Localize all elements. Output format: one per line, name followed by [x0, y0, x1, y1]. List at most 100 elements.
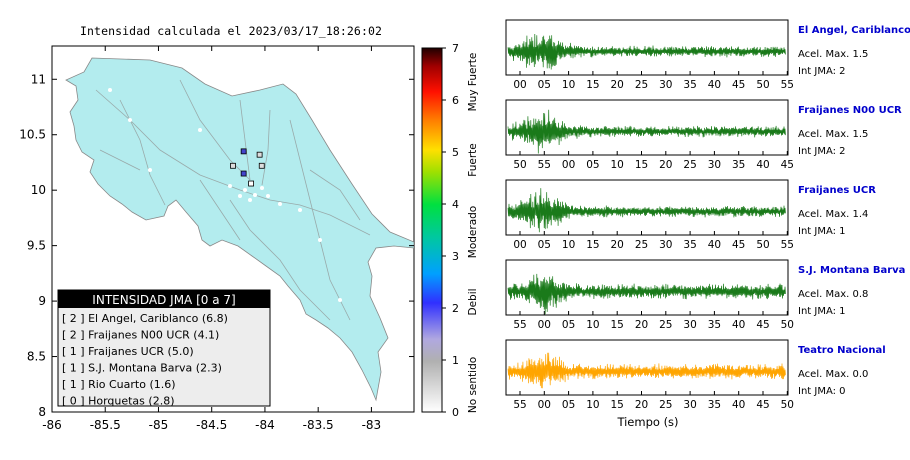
acel-max-label: Acel. Max. 1.5 — [798, 129, 868, 140]
colorbar-tick-label: 0 — [452, 406, 459, 419]
trace-tick-label: 45 — [732, 79, 745, 91]
trace-tick-label: 40 — [708, 239, 721, 251]
x-tick-label: -84 — [255, 418, 275, 432]
legend-item: [ 1 ] Fraijanes UCR (5.0) — [62, 345, 194, 358]
jma-label: Int JMA: 2 — [798, 146, 846, 157]
station-marker — [256, 151, 263, 158]
traces-xlabel: Tiempo (s) — [616, 415, 678, 429]
trace-tick-label: 35 — [683, 239, 696, 251]
acel-max-label: Acel. Max. 0.8 — [798, 289, 868, 300]
jma-label: Int JMA: 1 — [798, 306, 846, 317]
legend-item: [ 1 ] S.J. Montana Barva (2.3) — [62, 362, 222, 375]
colorbar: 0 1 2 3 4 5 6 7 No sentido Debil Moderado Fuerte Mu… — [421, 42, 479, 419]
trace-tick-label: 40 — [756, 159, 769, 171]
trace-tick-label: 05 — [538, 79, 551, 91]
trace-tick-label: 50 — [513, 159, 526, 171]
trace-tick-label: 15 — [586, 239, 599, 251]
trace-tick-label: 50 — [781, 399, 794, 411]
trace-tick-label: 55 — [513, 399, 526, 411]
y-tick-label: 8 — [38, 405, 46, 419]
trace-tick-label: 30 — [683, 319, 696, 331]
waveform-line — [507, 33, 786, 70]
legend-item: [ 2 ] Fraijanes N00 UCR (4.1) — [62, 329, 219, 342]
legend-item: [ 2 ] El Angel, Cariblanco (6.8) — [62, 312, 228, 325]
x-tick-label: -86 — [42, 418, 62, 432]
colorbar-tick-label: 5 — [452, 146, 459, 159]
trace-tick-label: 25 — [659, 399, 672, 411]
trace-tick-label: 25 — [683, 159, 696, 171]
trace-tick-label: 20 — [659, 159, 672, 171]
trace-tick-label: 25 — [635, 79, 648, 91]
trace-tick-label: 15 — [611, 399, 624, 411]
road-lines — [95, 79, 371, 321]
trace-tick-label: 45 — [756, 319, 769, 331]
trace-tick-label: 55 — [513, 319, 526, 331]
station-name: Fraijanes UCR — [798, 185, 876, 196]
y-tick-label: 9.5 — [27, 239, 46, 253]
trace-tick-label: 10 — [562, 79, 575, 91]
city-markers — [108, 88, 342, 302]
trace-tick-label: 35 — [732, 159, 745, 171]
trace-tick-label: 05 — [586, 159, 599, 171]
trace-tick-label: 30 — [708, 159, 721, 171]
trace-tick-label: 50 — [756, 79, 769, 91]
y-tick-label: 11 — [31, 72, 46, 86]
chart-title: Intensidad calculada el 2023/03/17_18:26… — [80, 24, 383, 38]
colorbar-label: Muy Fuerte — [467, 53, 479, 112]
x-tick-label: -85.5 — [90, 418, 121, 432]
station-marker — [240, 170, 247, 177]
trace-panel: 55 00 05 10 15 20 25 30 35 40 45 50 S.J. Montana Bar… — [505, 259, 905, 331]
jma-label: Int JMA: 0 — [798, 386, 846, 397]
waveform-line — [507, 109, 786, 154]
station-marker — [240, 148, 247, 155]
trace-panel: 00 05 10 15 20 25 30 35 40 45 50 55 El Angel, Caribl… — [505, 19, 910, 91]
map-axes: -86 -85.5 -85 -84.5 -84 -83.5 -83 8 8.5 9 9.5 10 10.… — [19, 46, 414, 432]
trace-tick-label: 25 — [635, 239, 648, 251]
colorbar-label: Debil — [467, 288, 479, 315]
trace-tick-label: 55 — [538, 159, 551, 171]
y-tick-label: 10.5 — [19, 128, 46, 142]
trace-tick-label: 50 — [781, 319, 794, 331]
x-tick-label: -85 — [149, 418, 169, 432]
trace-tick-label: 10 — [586, 399, 599, 411]
x-tick-label: -83 — [362, 418, 382, 432]
station-name: Fraijanes N00 UCR — [798, 105, 902, 116]
waveform-line — [507, 273, 786, 315]
station-marker — [258, 162, 265, 169]
station-name: Teatro Nacional — [798, 345, 886, 356]
trace-tick-label: 10 — [586, 319, 599, 331]
trace-tick-label: 15 — [611, 319, 624, 331]
legend-item: [ 1 ] Rio Cuarto (1.6) — [62, 378, 176, 391]
trace-tick-label: 20 — [635, 319, 648, 331]
waveform-line — [507, 188, 786, 233]
x-tick-label: -84.5 — [196, 418, 227, 432]
colorbar-tick-label: 7 — [452, 42, 459, 55]
trace-panel: 50 55 00 05 10 15 20 25 30 35 40 45 Fraijanes N00 UC… — [505, 99, 902, 171]
trace-panel: 00 05 10 15 20 25 30 35 40 45 50 55 Fraijanes UCR Ace… — [505, 179, 876, 251]
legend-item: [ 0 ] Horquetas (2.8) — [62, 395, 174, 408]
colorbar-label: Fuerte — [467, 143, 479, 176]
colorbar-label: No sentido — [467, 357, 479, 413]
trace-tick-label: 40 — [732, 319, 745, 331]
trace-tick-label: 35 — [708, 399, 721, 411]
station-name: El Angel, Cariblanco — [798, 25, 910, 36]
legend-title: INTENSIDAD JMA [0 a 7] — [92, 293, 235, 307]
trace-tick-label: 50 — [756, 239, 769, 251]
acel-max-label: Acel. Max. 1.4 — [798, 209, 868, 220]
y-tick-label: 9 — [38, 294, 46, 308]
trace-tick-label: 30 — [683, 399, 696, 411]
trace-tick-label: 00 — [562, 159, 575, 171]
y-tick-label: 8.5 — [27, 350, 46, 364]
trace-tick-label: 40 — [732, 399, 745, 411]
trace-tick-label: 55 — [781, 79, 794, 91]
trace-tick-label: 05 — [562, 319, 575, 331]
trace-tick-label: 15 — [586, 79, 599, 91]
acel-max-label: Acel. Max. 0.0 — [798, 369, 868, 380]
colorbar-tick-label: 3 — [452, 250, 459, 263]
x-tick-label: -83.5 — [303, 418, 334, 432]
colorbar-tick-label: 6 — [452, 94, 459, 107]
trace-tick-label: 15 — [635, 159, 648, 171]
colorbar-tick-label: 1 — [452, 354, 459, 367]
jma-label: Int JMA: 1 — [798, 226, 846, 237]
station-name: S.J. Montana Barva — [798, 265, 905, 276]
